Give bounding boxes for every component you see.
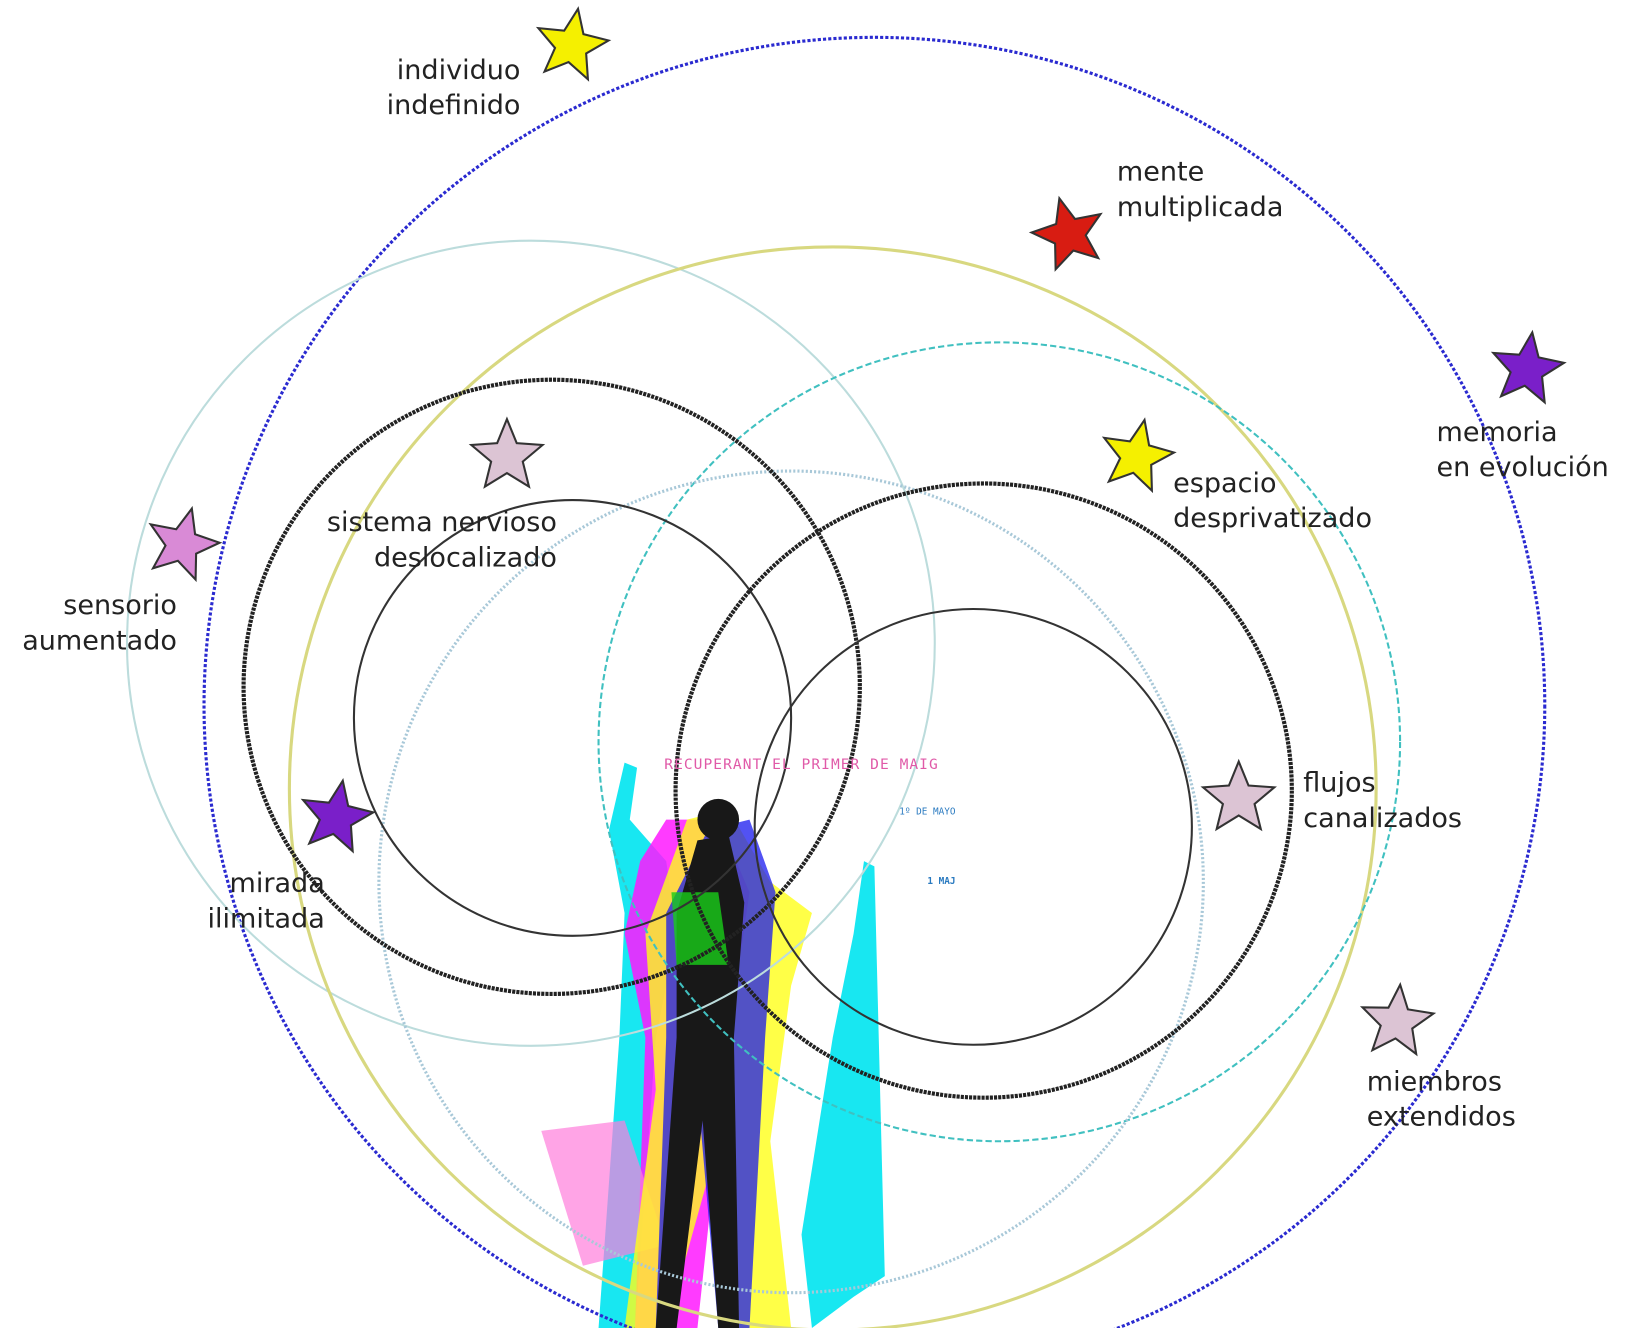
poster-title: RECUPERANT EL PRIMER DE MAIG (664, 757, 939, 773)
node-label: mirada (229, 868, 324, 899)
poster-line: 1º DE MAYO (899, 806, 956, 817)
star (151, 509, 220, 580)
node-label: ilimitada (207, 904, 324, 935)
node-label: sensorio (63, 590, 177, 621)
head (697, 799, 739, 841)
node-label: individuo (397, 55, 521, 86)
node-label: sistema nervioso (327, 507, 557, 538)
diagram: RECUPERANT EL PRIMER DE MAIG 1º DE MAYO … (0, 0, 1627, 1328)
node-label: deslocalizado (374, 543, 557, 574)
star (1362, 985, 1433, 1054)
node-label: multiplicada (1117, 192, 1283, 223)
node-label: extendidos (1367, 1102, 1516, 1133)
node-label: desprivatizado (1173, 503, 1372, 534)
node-label: espacio (1173, 468, 1276, 499)
star (1203, 762, 1274, 830)
circle (755, 609, 1192, 1045)
node-label: memoria (1437, 417, 1558, 448)
star (1104, 420, 1174, 491)
star (471, 419, 542, 487)
node-label: mente (1117, 157, 1204, 188)
page: RECUPERANT EL PRIMER DE MAIG 1º DE MAYO … (0, 0, 1627, 1328)
star (1493, 332, 1564, 402)
star (1032, 198, 1101, 269)
node-label: flujos (1303, 768, 1375, 799)
node-label: en evolución (1437, 452, 1609, 483)
poster-line: 1 MAJ (927, 876, 955, 887)
node-label: miembros (1367, 1066, 1502, 1097)
star (303, 781, 373, 851)
node-label: indefinido (387, 90, 521, 121)
node-label: aumentado (22, 626, 177, 657)
star (538, 9, 608, 79)
node-label: canalizados (1303, 803, 1462, 834)
